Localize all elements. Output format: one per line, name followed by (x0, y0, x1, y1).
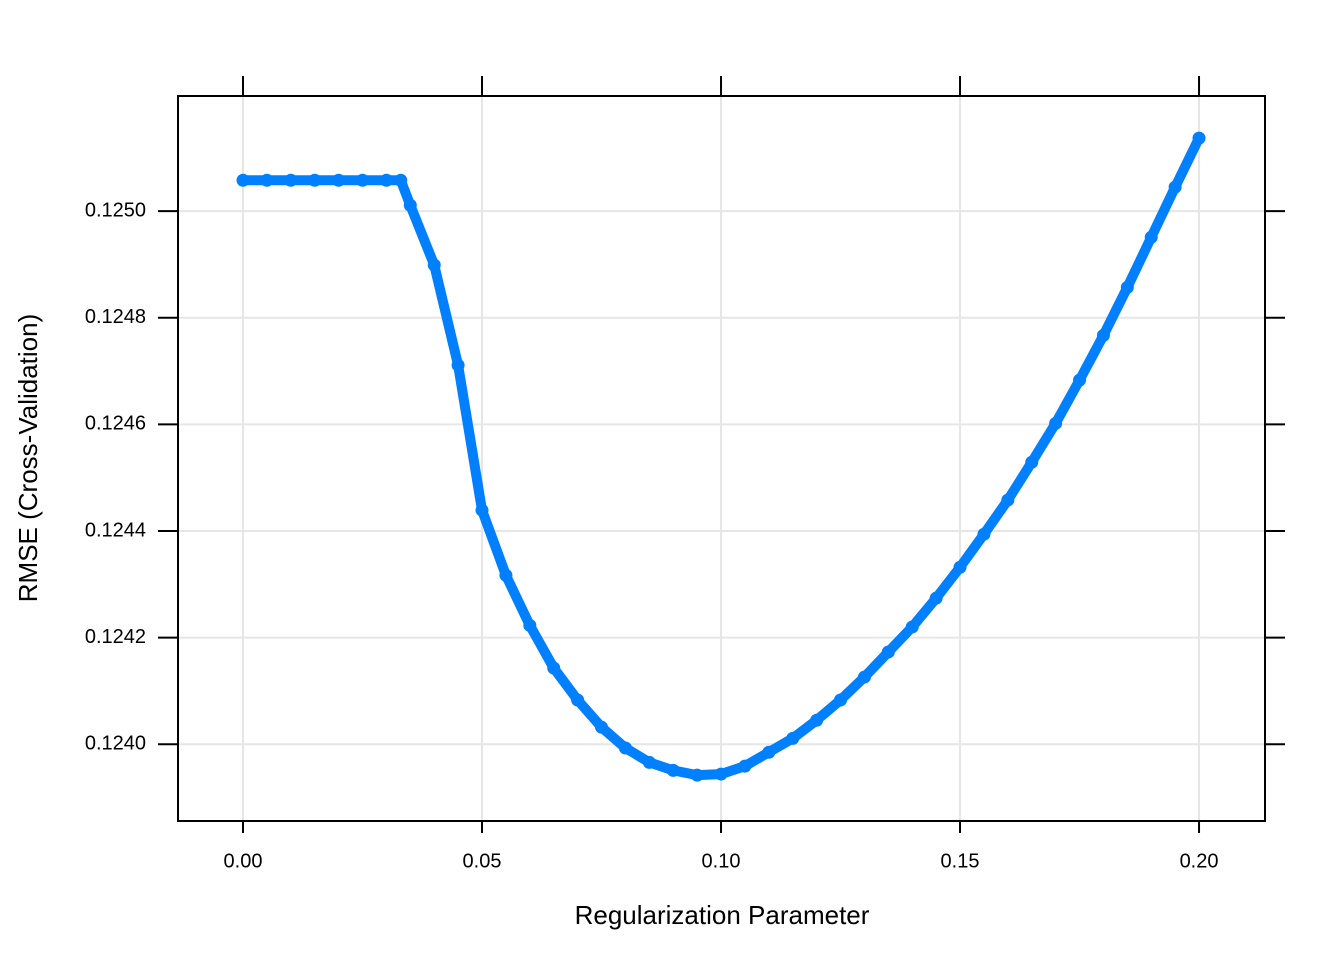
data-point (905, 620, 919, 634)
data-point (427, 258, 441, 272)
data-point (1120, 280, 1134, 294)
data-point (332, 173, 346, 187)
y-tick-label: 0.1246 (85, 413, 146, 435)
data-point (977, 527, 991, 541)
data-point (1192, 131, 1206, 145)
data-point (1168, 180, 1182, 194)
data-point (379, 173, 393, 187)
x-tick-label: 0.15 (941, 850, 980, 872)
data-point (714, 767, 728, 781)
data-point (394, 173, 408, 187)
data-point (523, 618, 537, 632)
data-point (499, 568, 513, 582)
data-point (236, 173, 250, 187)
y-tick-label: 0.1248 (85, 306, 146, 328)
data-point (451, 358, 465, 372)
data-point (762, 745, 776, 759)
data-point (666, 763, 680, 777)
data-point (738, 759, 752, 773)
data-point (595, 720, 609, 734)
data-point (1001, 493, 1015, 507)
data-point (260, 173, 274, 187)
y-axis-title: RMSE (Cross-Validation) (13, 314, 43, 602)
data-point (642, 755, 656, 769)
data-point (834, 693, 848, 707)
data-point (356, 173, 370, 187)
data-point (1096, 328, 1110, 342)
data-point (690, 768, 704, 782)
data-point (547, 661, 561, 675)
data-point (953, 560, 967, 574)
x-tick-label: 0.20 (1180, 850, 1219, 872)
y-tick-label: 0.1240 (85, 733, 146, 755)
data-point (618, 741, 632, 755)
data-point (308, 173, 322, 187)
x-tick-label: 0.10 (702, 850, 741, 872)
data-point (1073, 373, 1087, 387)
x-axis-title: Regularization Parameter (575, 900, 870, 930)
data-point (786, 731, 800, 745)
data-point (571, 693, 585, 707)
data-point (1144, 230, 1158, 244)
plot-frame (177, 95, 1266, 822)
x-tick-label: 0.00 (224, 850, 263, 872)
data-point (1049, 416, 1063, 430)
data-point (403, 198, 417, 212)
data-point (810, 713, 824, 727)
data-point (1025, 455, 1039, 469)
y-tick-label: 0.1244 (85, 519, 146, 541)
y-tick-label: 0.1250 (85, 199, 146, 221)
x-tick-label: 0.05 (463, 850, 502, 872)
data-point (929, 591, 943, 605)
y-tick-label: 0.1242 (85, 626, 146, 648)
data-point (475, 503, 489, 517)
data-line (238, 133, 1205, 781)
data-point (881, 645, 895, 659)
data-point (284, 173, 298, 187)
data-point (857, 670, 871, 684)
